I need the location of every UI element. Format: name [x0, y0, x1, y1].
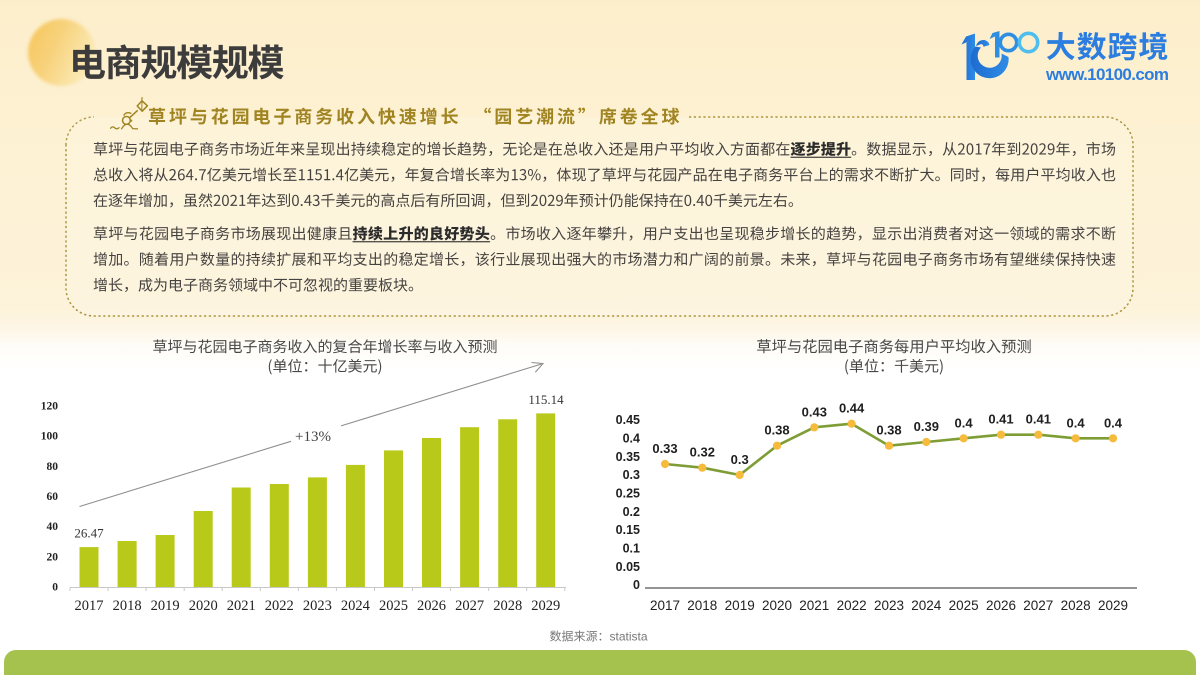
svg-text:2022: 2022 [837, 598, 867, 613]
svg-text:0.15: 0.15 [616, 523, 640, 537]
svg-text:statista: statista [610, 630, 648, 644]
svg-text:0.25: 0.25 [616, 487, 640, 501]
svg-text:+13%: +13% [295, 429, 331, 445]
svg-text:2026: 2026 [986, 598, 1016, 613]
svg-text:0.2: 0.2 [623, 505, 640, 519]
svg-text:2018: 2018 [687, 598, 717, 613]
svg-text:2019: 2019 [725, 598, 755, 613]
svg-text:2020: 2020 [189, 598, 218, 614]
svg-text:www.10100.com: www.10100.com [1045, 65, 1169, 84]
svg-text:2024: 2024 [911, 598, 942, 613]
svg-text:0.1: 0.1 [623, 542, 640, 556]
svg-text:0.05: 0.05 [616, 560, 640, 574]
svg-text:60: 60 [47, 491, 59, 503]
svg-text:2029: 2029 [1098, 598, 1128, 613]
svg-text:0.4: 0.4 [1104, 415, 1123, 430]
svg-text:2027: 2027 [1023, 598, 1053, 613]
svg-text:0.4: 0.4 [955, 415, 974, 430]
svg-text:2017: 2017 [650, 598, 680, 613]
svg-text:2018: 2018 [113, 598, 142, 614]
svg-text:100: 100 [41, 431, 59, 443]
svg-text:0.3: 0.3 [623, 468, 640, 482]
svg-text:2017: 2017 [75, 598, 104, 614]
svg-text:0.33: 0.33 [652, 441, 677, 456]
svg-text:0.32: 0.32 [690, 445, 715, 460]
svg-text:2023: 2023 [303, 598, 332, 614]
svg-text:0.43: 0.43 [802, 404, 827, 419]
svg-text:0.41: 0.41 [1026, 412, 1051, 427]
svg-text:2021: 2021 [799, 598, 829, 613]
svg-text:0: 0 [52, 582, 58, 594]
svg-text:0.4: 0.4 [623, 432, 640, 446]
svg-text:26.47: 26.47 [74, 526, 104, 541]
svg-text:2023: 2023 [874, 598, 904, 613]
svg-text:2024: 2024 [341, 598, 371, 614]
svg-text:0.39: 0.39 [914, 419, 939, 434]
svg-text:2028: 2028 [1061, 598, 1091, 613]
svg-text:0.35: 0.35 [616, 450, 640, 464]
svg-text:2027: 2027 [455, 598, 484, 614]
svg-text:0.4: 0.4 [1067, 415, 1086, 430]
svg-text:2025: 2025 [949, 598, 979, 613]
svg-text:2029: 2029 [531, 598, 560, 614]
svg-text:2025: 2025 [379, 598, 408, 614]
svg-text:0.45: 0.45 [616, 413, 640, 427]
svg-text:2026: 2026 [417, 598, 446, 614]
svg-text:115.14: 115.14 [528, 392, 564, 407]
svg-text:80: 80 [47, 461, 59, 473]
svg-text:0.41: 0.41 [988, 412, 1013, 427]
svg-text:0: 0 [633, 578, 640, 592]
svg-text:0.38: 0.38 [764, 423, 789, 438]
svg-text:0.44: 0.44 [839, 401, 865, 416]
svg-text:120: 120 [41, 401, 59, 413]
svg-text:2028: 2028 [493, 598, 522, 614]
svg-text:40: 40 [47, 521, 59, 533]
svg-text:2020: 2020 [762, 598, 792, 613]
svg-text:0.3: 0.3 [731, 452, 749, 467]
svg-text:2022: 2022 [265, 598, 294, 614]
svg-text:2019: 2019 [151, 598, 180, 614]
svg-text:2021: 2021 [227, 598, 256, 614]
svg-text:20: 20 [47, 551, 59, 563]
svg-text:0.38: 0.38 [876, 423, 901, 438]
